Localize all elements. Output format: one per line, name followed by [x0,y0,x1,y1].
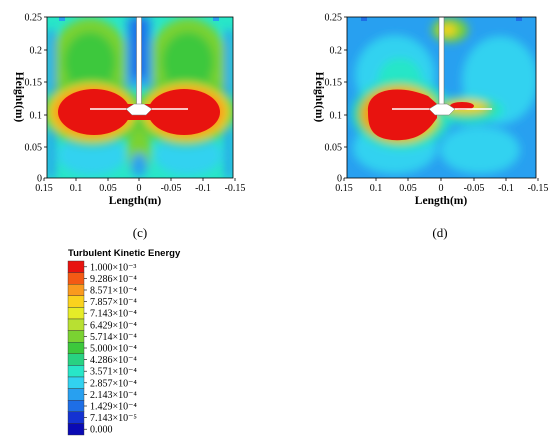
impeller-hub-c [125,103,153,116]
y-tick-label-d: 0.05 [325,143,343,154]
legend-swatch [67,353,85,366]
legend-items: 1.000×10⁻³9.286×10⁻⁴8.571×10⁻⁴7.857×10⁻⁴… [67,260,137,436]
y-tick-label-d: 0.25 [325,13,343,24]
legend-label: 9.286×10⁻⁴ [90,274,137,285]
baffle-right-c [213,17,219,21]
legend-label: 3.571×10⁻⁴ [90,367,137,378]
panel-label-d: (d) [432,225,447,240]
legend-swatch [67,318,85,331]
x-tick-label-d: -0.15 [528,183,549,194]
x-tick-label-d: 0.15 [335,183,353,194]
shaft-c [136,17,142,114]
panel-d: 0.15 0.1 0.05 0 -0.05 -0.1 -0.15 0 0.05 0.1 0.15 0.… [313,13,548,241]
contour-field-c [47,17,233,178]
x-axis-title-d: Length(m) [415,195,468,207]
x-tick-label-d: 0.05 [399,183,417,194]
x-tick-label-d: 0.1 [370,183,383,194]
axes-c: 0.15 0.1 0.05 0 -0.05 -0.1 -0.15 0 0.05 0.1 0.15 0.… [13,13,245,241]
legend-label: 5.000×10⁻⁴ [90,344,137,355]
legend-swatch [67,330,85,343]
legend-label: 2.143×10⁻⁴ [90,390,137,401]
x-tick-label-c: 0 [137,183,142,194]
legend-label: 5.714×10⁻⁴ [90,332,137,343]
plot-frame-d [346,16,537,179]
legend-swatch [67,260,85,273]
y-tick-label-d: 0.15 [325,78,343,89]
x-tick-label-c: -0.15 [225,183,246,194]
y-axis-title-d: Height(m) [313,72,325,123]
legend-swatch [67,411,85,424]
x-tick-label-c: 0.1 [70,183,83,194]
y-tick-label-c: 0.1 [30,111,43,122]
x-tick-label-d: -0.1 [498,183,514,194]
legend-swatch [67,400,85,413]
y-tick-label-c: 0.05 [25,143,43,154]
legend-label: 7.143×10⁻⁴ [90,309,137,320]
x-tick-label-c: -0.05 [161,183,182,194]
y-tick-label-d: 0.1 [330,111,343,122]
contour-field-d [347,17,536,178]
x-tick-label-d: 0 [439,183,444,194]
x-tick-label-c: 0.05 [99,183,117,194]
plot-frame-c [46,16,234,179]
legend-swatch [67,295,85,308]
legend-label: 2.857×10⁻⁴ [90,378,137,389]
legend-swatch [67,365,85,378]
panel-label-c: (c) [133,225,147,240]
y-axis-title-c: Height(m) [13,72,25,123]
baffle-right-d [516,17,522,21]
legend-label: 8.571×10⁻⁴ [90,286,137,297]
legend-label: 0.000 [90,425,113,436]
x-tick-label-c: 0.15 [35,183,53,194]
legend-swatch [67,342,85,355]
legend-label: 7.143×10⁻⁵ [90,413,137,424]
legend-swatch [67,307,85,320]
legend-title: Turbulent Kinetic Energy [68,248,181,259]
legend-label: 4.286×10⁻⁴ [90,355,137,366]
legend-label: 6.429×10⁻⁴ [90,320,137,331]
impeller-hub-d [428,103,456,116]
legend: Turbulent Kinetic Energy 1.000×10⁻³9.286… [67,248,181,436]
x-tick-label-d: -0.05 [464,183,485,194]
legend-swatch [67,272,85,285]
panel-c: 0.15 0.1 0.05 0 -0.05 -0.1 -0.15 0 0.05 0.1 0.15 0.… [13,13,245,241]
y-tick-label-c: 0.2 [30,46,43,57]
y-tick-label-c: 0.25 [25,13,43,24]
legend-swatch [67,284,85,297]
y-tick-label-c: 0 [37,174,42,185]
x-axis-title-c: Length(m) [109,195,162,207]
y-tick-label-d: 0 [337,174,342,185]
legend-swatch [67,423,85,436]
legend-label: 1.000×10⁻³ [90,262,136,273]
legend-swatch [67,388,85,401]
shaft-d [438,17,445,114]
x-tick-label-c: -0.1 [195,183,211,194]
y-tick-label-c: 0.15 [25,78,43,89]
baffle-left-d [361,17,367,21]
legend-label: 1.429×10⁻⁴ [90,402,137,413]
legend-swatch [67,376,85,389]
baffle-left-c [59,17,65,21]
axes-d: 0.15 0.1 0.05 0 -0.05 -0.1 -0.15 0 0.05 0.1 0.15 0.… [313,13,548,241]
legend-label: 7.857×10⁻⁴ [90,297,137,308]
y-tick-label-d: 0.2 [330,46,343,57]
